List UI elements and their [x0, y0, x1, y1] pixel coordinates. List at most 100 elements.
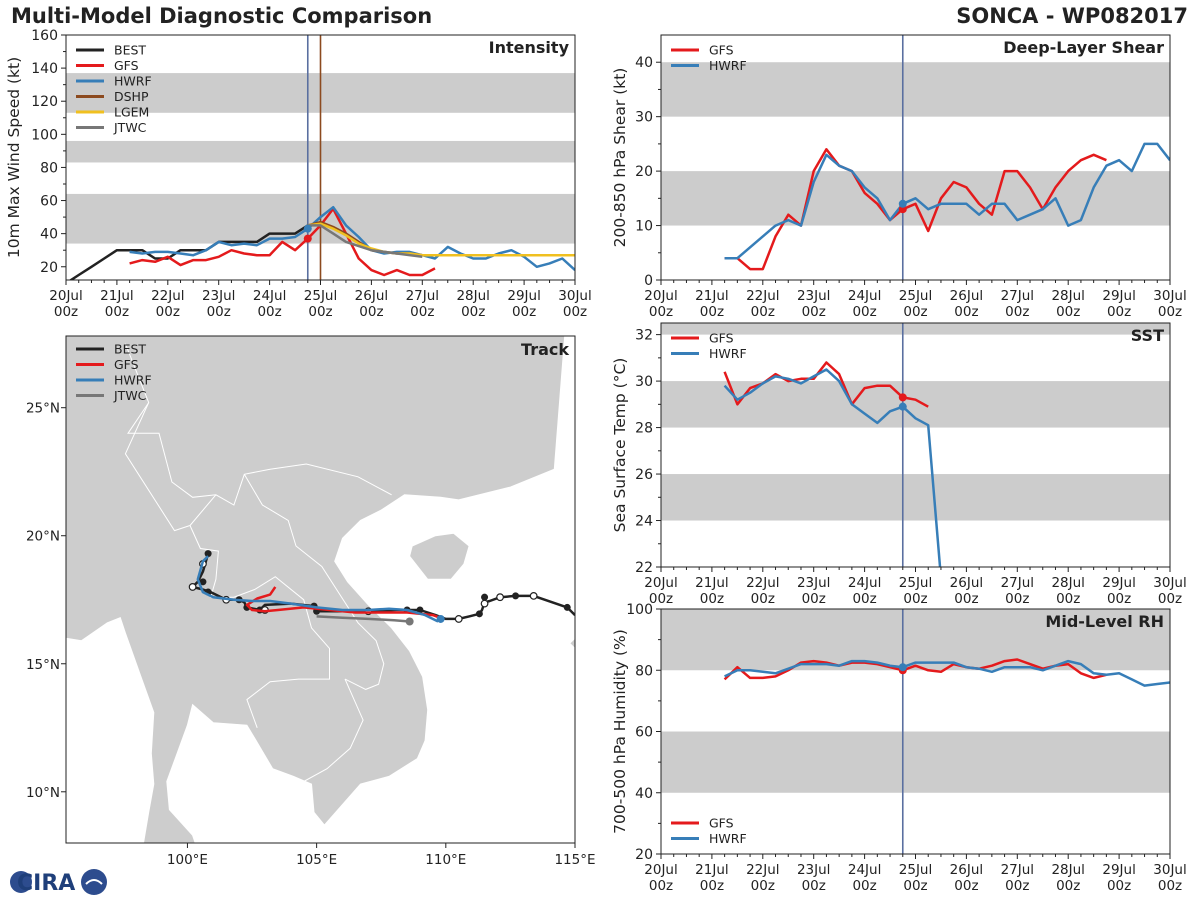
legend-label-best: BEST — [114, 342, 146, 357]
x-tick-date: 30Jul — [1153, 862, 1186, 878]
y-tick-label: 160 — [31, 28, 58, 44]
legend-label-gfs: GFS — [114, 58, 139, 73]
y-tick-label: 28 — [635, 421, 653, 437]
x-tick-hour: 00z — [802, 878, 826, 894]
legend-label-jtwc: JTWC — [113, 120, 147, 135]
x-tick-hour: 00z — [802, 304, 826, 320]
marker-jtwc — [405, 617, 414, 626]
track-fix-filled — [199, 578, 207, 586]
y-tick-label: 60 — [40, 194, 58, 210]
border-vietnam-laos — [243, 474, 385, 690]
legend-label-gfs: GFS — [709, 43, 734, 58]
legend-label-best: BEST — [114, 43, 146, 58]
y-tick-label: 10 — [635, 219, 653, 235]
logo-text: CIRA — [17, 871, 75, 896]
marker-hwrf — [898, 663, 907, 672]
x-tick-date: 22Jul — [746, 288, 779, 304]
x-tick-date: 24Jul — [848, 288, 881, 304]
legend-label-gfs: GFS — [709, 816, 734, 831]
y-axis-label: 700-500 hPa Humidity (%) — [611, 629, 629, 834]
x-tick-date: 27Jul — [1001, 575, 1034, 591]
x-tick-hour: 00z — [852, 304, 876, 320]
panel-title: Track — [521, 340, 569, 359]
x-tick-hour: 00z — [903, 878, 927, 894]
track-gfs — [245, 586, 444, 621]
y-tick-label: 26 — [635, 467, 653, 483]
x-tick-date: 27Jul — [406, 288, 439, 304]
x-tick-date: 25Jul — [899, 288, 932, 304]
track-panel: 100°E 105°E 110°E 115°E 10°N 15°N 20°N 25°N Trac… — [26, 335, 596, 868]
panel-title: Mid-Level RH — [1045, 612, 1164, 631]
track-fix-filled — [481, 593, 489, 601]
shear-panel: 01020304020Jul00z21Jul00z22Jul00z23Jul00… — [611, 34, 1187, 320]
globe-icon — [10, 871, 32, 893]
track-fix-open — [188, 583, 197, 591]
border-thailand-laos — [189, 525, 330, 728]
x-tick-date: 29Jul — [507, 288, 540, 304]
x-tick-hour: 00z — [649, 591, 673, 607]
lon-label: 110°E — [425, 852, 466, 868]
track-fix-open — [454, 615, 463, 623]
track-fix-filled — [204, 550, 212, 558]
x-tick-date: 21Jul — [100, 288, 133, 304]
legend-label-hwrf: HWRF — [709, 831, 747, 846]
marker-hwrf — [303, 224, 312, 233]
y-tick-label: 30 — [635, 374, 653, 390]
y-axis-label: 10m Max Wind Speed (kt) — [5, 57, 23, 258]
legend-label-dshp: DSHP — [114, 89, 149, 104]
x-tick-date: 29Jul — [1102, 575, 1135, 591]
sst-panel: 22242628303220Jul00z21Jul00z22Jul00z23Ju… — [611, 322, 1187, 607]
legend-label-hwrf: HWRF — [709, 346, 747, 361]
x-tick-hour: 00z — [461, 304, 485, 320]
x-tick-hour: 00z — [649, 878, 673, 894]
x-tick-date: 25Jul — [304, 288, 337, 304]
x-tick-hour: 00z — [751, 591, 775, 607]
series-gfs — [723, 658, 1107, 681]
y-tick-label: 100 — [31, 127, 58, 143]
marker-hwrf — [898, 199, 907, 208]
shade-band — [661, 381, 1170, 428]
x-tick-hour: 00z — [512, 304, 536, 320]
y-tick-label: 40 — [635, 55, 653, 71]
lon-label: 100°E — [167, 852, 208, 868]
y-tick-label: 40 — [635, 786, 653, 802]
border-vietnam-cambodia — [303, 678, 364, 782]
x-tick-date: 23Jul — [797, 575, 830, 591]
x-tick-date: 26Jul — [950, 575, 983, 591]
lon-label: 105°E — [296, 852, 337, 868]
legend-label-hwrf: HWRF — [114, 74, 152, 89]
x-tick-date: 20Jul — [644, 575, 677, 591]
x-tick-hour: 00z — [1005, 304, 1029, 320]
x-tick-date: 20Jul — [644, 862, 677, 878]
x-tick-date: 24Jul — [253, 288, 286, 304]
lat-label: 15°N — [26, 657, 60, 673]
x-tick-hour: 00z — [410, 304, 434, 320]
x-tick-hour: 00z — [852, 878, 876, 894]
marker-gfs — [898, 393, 907, 402]
figure-title: Multi-Model Diagnostic Comparison — [11, 4, 433, 28]
lat-label: 25°N — [26, 401, 60, 417]
x-tick-date: 23Jul — [202, 288, 235, 304]
lon-label: 115°E — [554, 852, 595, 868]
track-jtwc — [316, 615, 410, 623]
x-tick-date: 28Jul — [1051, 575, 1084, 591]
border-myanmar-laos — [189, 494, 217, 526]
x-tick-hour: 00z — [1158, 878, 1182, 894]
track-fix-filled — [416, 606, 424, 614]
y-tick-label: 60 — [635, 725, 653, 741]
x-tick-date: 26Jul — [355, 288, 388, 304]
x-tick-date: 20Jul — [644, 288, 677, 304]
y-tick-label: 80 — [40, 160, 58, 176]
map-layer — [66, 336, 575, 843]
x-tick-date: 30Jul — [1153, 575, 1186, 591]
x-tick-hour: 00z — [1107, 591, 1131, 607]
x-tick-hour: 00z — [954, 591, 978, 607]
x-tick-date: 21Jul — [695, 288, 728, 304]
y-tick-label: 20 — [635, 164, 653, 180]
series-best — [68, 224, 309, 280]
x-tick-hour: 00z — [207, 304, 231, 320]
shade-band — [661, 731, 1170, 793]
track-fix-open — [496, 593, 504, 602]
y-tick-label: 20 — [40, 260, 58, 276]
x-tick-date: 23Jul — [797, 288, 830, 304]
